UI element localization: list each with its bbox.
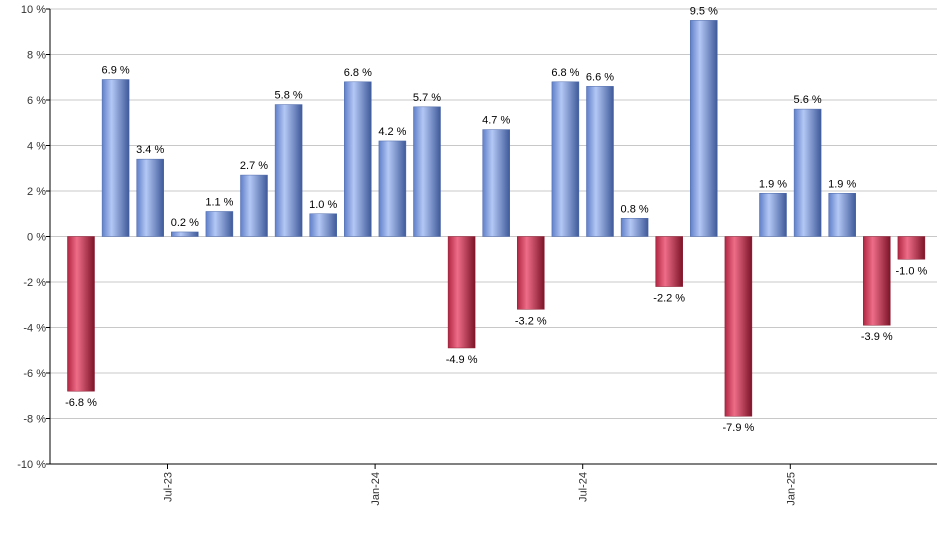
bar	[447, 236, 476, 349]
data-label: -4.9 %	[446, 354, 478, 366]
data-label: 1.1 %	[205, 196, 233, 208]
data-label: -2.2 %	[653, 293, 685, 305]
bar	[517, 236, 545, 310]
data-label: 5.6 %	[794, 94, 822, 106]
y-axis-tick-labels: -10 % -8 % -6 % -4 % -2 % 0 % 2 % 4 % 6 % 8 % 10 %	[17, 4, 50, 471]
y-tick-label: -8 %	[23, 414, 46, 426]
data-label: 1.9 %	[828, 178, 856, 190]
data-label: -6.8 %	[65, 397, 97, 409]
y-tick-label: -6 %	[23, 368, 46, 380]
y-tick-label: 8 %	[27, 50, 46, 62]
bar	[690, 20, 718, 237]
bar	[828, 193, 856, 237]
data-label: 3.4 %	[136, 144, 164, 156]
bar	[171, 231, 199, 237]
data-label: -1.0 %	[896, 265, 928, 277]
data-label: -3.2 %	[515, 315, 547, 327]
x-tick-label: Jan-25	[785, 472, 797, 506]
data-label: 6.8 %	[551, 67, 579, 79]
data-label: 1.9 %	[759, 178, 787, 190]
bar	[67, 236, 95, 392]
y-tick-label: -4 %	[23, 323, 46, 335]
axes	[49, 9, 937, 465]
y-tick-label: -2 %	[23, 277, 46, 289]
data-label: 6.6 %	[586, 71, 614, 83]
bar	[101, 79, 130, 237]
bar	[724, 236, 753, 417]
bar	[759, 193, 787, 237]
data-labels: -6.8 % 6.9 % 3.4 % 0.2 % 1.1 % 2.7 % 5.8 % 1.0 …	[65, 5, 927, 434]
data-label: -3.9 %	[861, 331, 893, 343]
data-label: 4.2 %	[378, 126, 406, 138]
y-tick-label: -10 %	[17, 459, 46, 471]
data-label: 5.8 %	[275, 90, 303, 102]
bar	[655, 236, 683, 287]
data-label: 0.2 %	[171, 217, 199, 229]
bar	[240, 174, 268, 237]
x-tick-label: Jul-24	[578, 472, 590, 502]
bar	[344, 81, 372, 237]
data-label: 9.5 %	[690, 5, 718, 17]
data-label: 4.7 %	[482, 115, 510, 127]
data-label: 1.0 %	[309, 199, 337, 211]
data-label: 6.8 %	[344, 67, 372, 79]
data-label: 5.7 %	[413, 92, 441, 104]
bar	[620, 218, 649, 237]
data-label: 0.8 %	[621, 203, 649, 215]
y-tick-label: 4 %	[27, 141, 46, 153]
data-label: 6.9 %	[102, 65, 130, 77]
x-axis-tick-labels: Jul-23 Jan-24 Jul-24 Jan-25	[163, 464, 797, 506]
bar	[793, 108, 822, 237]
data-label: 2.7 %	[240, 160, 268, 172]
data-label: -7.9 %	[723, 422, 755, 434]
bar	[274, 104, 303, 237]
x-tick-label: Jan-24	[370, 472, 382, 506]
y-tick-label: 6 %	[27, 95, 46, 107]
bar	[378, 140, 407, 237]
bar	[482, 129, 510, 237]
bar	[551, 81, 580, 237]
y-tick-label: 2 %	[27, 186, 46, 198]
bar	[897, 236, 926, 260]
bar	[136, 158, 164, 237]
y-tick-label: 10 %	[21, 4, 46, 16]
bar	[205, 211, 234, 237]
bars	[67, 20, 926, 417]
bar	[413, 106, 441, 237]
y-tick-label: 0 %	[27, 232, 46, 244]
bar	[863, 236, 891, 326]
x-tick-label: Jul-23	[163, 472, 175, 502]
bar	[309, 213, 337, 237]
bar	[586, 86, 614, 237]
